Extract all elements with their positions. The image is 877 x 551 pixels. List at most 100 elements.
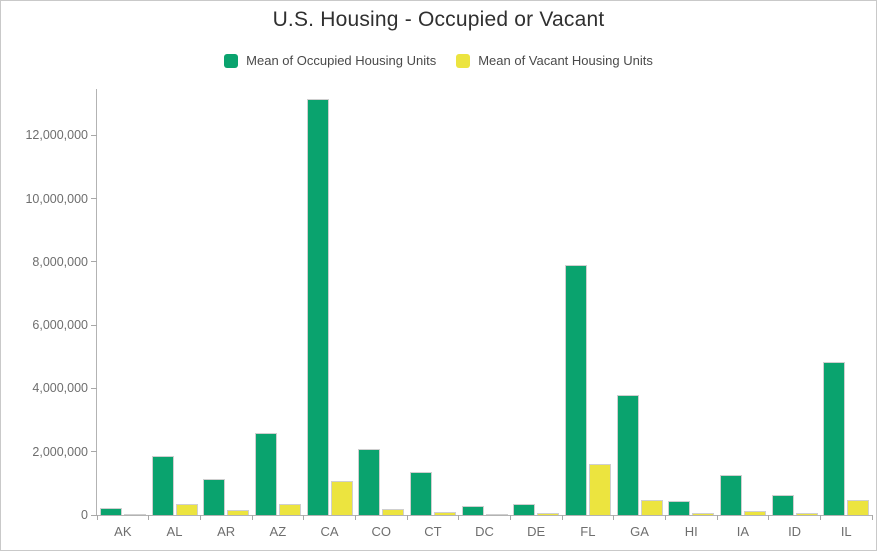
y-tick-label: 0: [81, 508, 88, 522]
occupied-bar-dc[interactable]: [461, 506, 484, 515]
y-tick-label: 10,000,000: [25, 191, 88, 206]
bar-group-id: [769, 89, 821, 515]
y-tick-mark: [91, 451, 97, 453]
x-axis-label-ca: CA: [320, 524, 339, 539]
vacant-bar-id[interactable]: [795, 512, 818, 515]
vacant-bar-il[interactable]: [847, 500, 870, 515]
bar-group-hi: [665, 89, 717, 515]
x-tick-mark: [96, 515, 98, 520]
occupied-bar-ia[interactable]: [719, 475, 742, 515]
x-tick-mark: [561, 515, 563, 520]
y-tick-mark: [91, 198, 97, 200]
y-tick-label: 12,000,000: [25, 128, 88, 143]
vacant-bar-ar[interactable]: [227, 509, 250, 515]
legend-label-occupied: Mean of Occupied Housing Units: [246, 53, 437, 68]
x-axis-label-fl: FL: [580, 524, 596, 539]
x-axis-line: [96, 515, 873, 516]
x-tick-mark: [509, 515, 511, 520]
bar-group-de: [510, 89, 562, 515]
vacant-bar-dc[interactable]: [485, 513, 508, 515]
x-axis-label-ga: GA: [630, 524, 649, 539]
vacant-bar-ca[interactable]: [330, 480, 353, 515]
x-axis-label-ct: CT: [424, 524, 442, 539]
x-axis-label-de: DE: [527, 524, 546, 539]
x-axis-label-al: AL: [166, 524, 183, 539]
vacant-bar-co[interactable]: [382, 509, 405, 515]
vacant-bar-ga[interactable]: [640, 500, 663, 515]
x-tick-mark: [199, 515, 201, 520]
occupied-bar-ar[interactable]: [203, 478, 226, 515]
y-tick-mark: [91, 261, 97, 263]
vacant-bar-hi[interactable]: [692, 513, 715, 515]
vacant-bar-az[interactable]: [278, 503, 301, 515]
occupied-bar-az[interactable]: [254, 432, 277, 515]
x-axis-label-co: CO: [371, 524, 391, 539]
y-axis-line: [96, 89, 97, 516]
vacant-swatch-icon: [456, 53, 471, 68]
x-tick-mark: [148, 515, 150, 520]
x-axis-label-dc: DC: [475, 524, 494, 539]
x-axis-label-az: AZ: [269, 524, 287, 539]
x-tick-mark: [251, 515, 253, 520]
bar-group-az: [252, 89, 304, 515]
vacant-bar-ia[interactable]: [743, 510, 766, 515]
x-axis-label-ar: AR: [217, 524, 236, 539]
x-tick-mark: [871, 515, 873, 520]
bar-group-ga: [614, 89, 666, 515]
y-tick-label: 6,000,000: [32, 318, 88, 333]
y-tick-mark: [91, 324, 97, 326]
occupied-bar-ct[interactable]: [409, 472, 432, 515]
x-tick-mark: [303, 515, 305, 520]
x-tick-mark: [819, 515, 821, 520]
y-tick-mark: [91, 514, 97, 516]
occupied-bar-ak[interactable]: [99, 508, 122, 515]
y-tick-mark: [91, 387, 97, 389]
bar-group-il: [820, 89, 872, 515]
legend: Mean of Occupied Housing Units Mean of V…: [1, 53, 876, 68]
x-axis-label-ia: IA: [736, 524, 750, 539]
x-axis-label-ak: AK: [114, 524, 132, 539]
legend-label-vacant: Mean of Vacant Housing Units: [478, 53, 653, 68]
occupied-bar-il[interactable]: [823, 361, 846, 515]
x-tick-mark: [664, 515, 666, 520]
occupied-bar-id[interactable]: [771, 495, 794, 515]
x-axis-label-hi: HI: [684, 524, 698, 539]
legend-item-occupied[interactable]: Mean of Occupied Housing Units: [224, 53, 436, 68]
bar-groups: [97, 89, 872, 515]
occupied-bar-ga[interactable]: [616, 394, 639, 515]
x-tick-mark: [613, 515, 615, 520]
y-tick-label: 2,000,000: [32, 444, 88, 459]
x-tick-mark: [768, 515, 770, 520]
bar-group-ia: [717, 89, 769, 515]
bar-group-ct: [407, 89, 459, 515]
occupied-swatch-icon: [224, 53, 239, 68]
vacant-bar-fl[interactable]: [588, 464, 611, 515]
occupied-bar-co[interactable]: [358, 448, 381, 515]
bar-group-ak: [97, 89, 149, 515]
occupied-bar-al[interactable]: [151, 456, 174, 515]
bar-group-al: [149, 89, 201, 515]
occupied-bar-fl[interactable]: [564, 264, 587, 515]
y-tick-label: 4,000,000: [32, 381, 88, 396]
bar-group-ca: [304, 89, 356, 515]
occupied-bar-ca[interactable]: [306, 98, 329, 515]
vacant-bar-ct[interactable]: [433, 511, 456, 515]
vacant-bar-ak[interactable]: [123, 513, 146, 515]
vacant-bar-de[interactable]: [537, 512, 560, 515]
occupied-bar-de[interactable]: [513, 504, 536, 515]
bar-group-dc: [459, 89, 511, 515]
x-tick-mark: [458, 515, 460, 520]
vacant-bar-al[interactable]: [175, 504, 198, 515]
y-tick-mark: [91, 134, 97, 136]
legend-item-vacant[interactable]: Mean of Vacant Housing Units: [456, 53, 653, 68]
bar-group-fl: [562, 89, 614, 515]
x-axis-label-il: IL: [840, 524, 852, 539]
bar-group-co: [355, 89, 407, 515]
occupied-bar-hi[interactable]: [668, 501, 691, 515]
x-axis-labels: AK AL AR AZ CA CO CT DC DE FL GA HI IA ID IL: [97, 524, 872, 539]
x-tick-mark: [354, 515, 356, 520]
x-axis-label-id: ID: [788, 524, 802, 539]
x-tick-mark: [406, 515, 408, 520]
x-tick-mark: [716, 515, 718, 520]
